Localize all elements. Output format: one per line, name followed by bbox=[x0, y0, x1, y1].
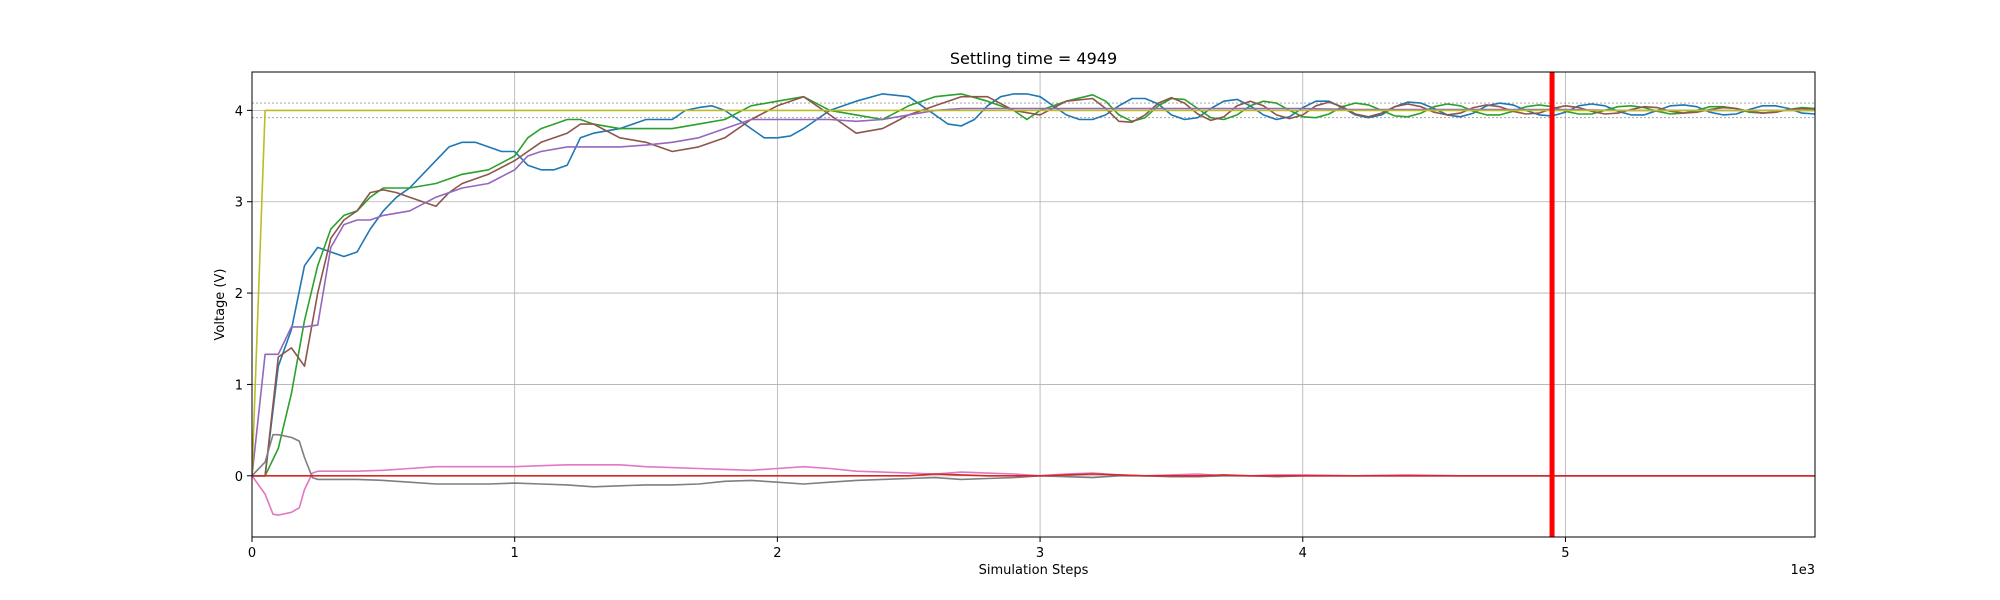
x-tick-label: 5 bbox=[1561, 546, 1569, 561]
series-layer bbox=[252, 93, 1815, 516]
x-tick-label: 3 bbox=[1036, 546, 1044, 561]
series-line-3 bbox=[252, 95, 1815, 477]
x-axis-multiplier: 1e3 bbox=[1790, 563, 1815, 578]
plot-frame bbox=[251, 71, 1816, 538]
y-tick-label: 2 bbox=[235, 287, 243, 302]
y-axis-label: Voltage (V) bbox=[213, 269, 228, 341]
x-tick-label: 2 bbox=[773, 546, 781, 561]
series-line-2 bbox=[252, 93, 1815, 477]
series-line-8 bbox=[252, 473, 1815, 477]
tolerance-band bbox=[252, 102, 1815, 119]
y-tick-label: 1 bbox=[235, 378, 243, 393]
x-axis-label: Simulation Steps bbox=[979, 563, 1089, 578]
series-line-6 bbox=[252, 464, 1815, 516]
series-line-7 bbox=[252, 433, 1815, 488]
x-tick-label: 4 bbox=[1299, 546, 1307, 561]
y-tick-label: 4 bbox=[235, 104, 243, 119]
series-line-1 bbox=[252, 93, 1815, 477]
x-tick-label: 1 bbox=[511, 546, 519, 561]
y-tick-label: 3 bbox=[235, 196, 243, 211]
y-tick-label: 0 bbox=[235, 470, 243, 485]
series-line-4 bbox=[252, 107, 1815, 476]
x-tick-label: 0 bbox=[248, 546, 256, 561]
x-axis-ticks: 0 1 2 3 4 5 bbox=[248, 537, 1570, 561]
series-line-5 bbox=[252, 109, 1815, 476]
chart-title: Settling time = 4949 bbox=[950, 49, 1117, 68]
y-axis-ticks: 0 1 2 3 4 bbox=[235, 104, 252, 485]
